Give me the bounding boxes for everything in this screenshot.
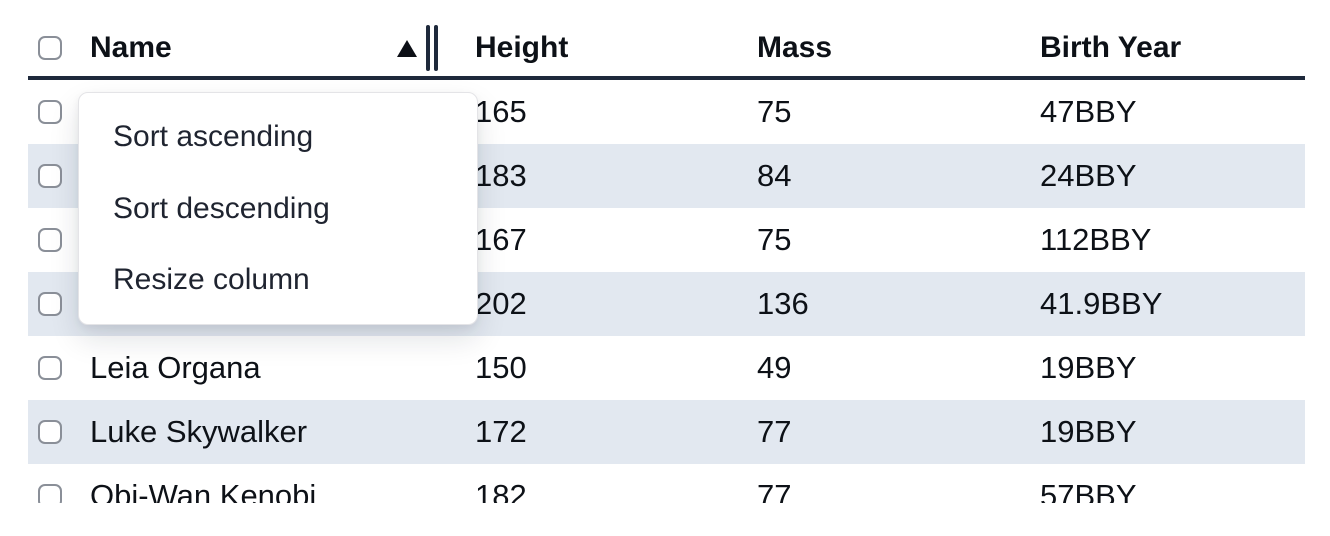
cell-height: 202 bbox=[475, 286, 527, 321]
row-select-cell bbox=[28, 356, 78, 380]
select-all-checkbox[interactable] bbox=[38, 36, 62, 60]
cell-mass: 84 bbox=[757, 158, 792, 193]
cell-birth-year: 112BBY bbox=[1040, 222, 1152, 257]
cell-height: 182 bbox=[475, 478, 527, 503]
row-select-cell bbox=[28, 292, 78, 316]
table-row[interactable]: Luke Skywalker 172 77 19BBY bbox=[28, 400, 1305, 464]
row-checkbox[interactable] bbox=[38, 228, 62, 252]
cell-mass: 77 bbox=[757, 478, 792, 503]
cell-height: 172 bbox=[475, 414, 527, 449]
row-checkbox[interactable] bbox=[38, 292, 62, 316]
column-header-birth-year[interactable]: Birth Year bbox=[1040, 31, 1182, 64]
cell-name: Leia Organa bbox=[90, 350, 261, 385]
column-context-menu: Sort ascending Sort descending Resize co… bbox=[78, 92, 478, 325]
row-checkbox[interactable] bbox=[38, 484, 62, 503]
cell-birth-year: 24BBY bbox=[1040, 158, 1137, 193]
cell-name: Obi-Wan Kenobi bbox=[90, 478, 317, 503]
row-select-cell bbox=[28, 164, 78, 188]
column-header-name[interactable]: Name bbox=[78, 25, 475, 71]
table-row[interactable]: 165 75 47BBY bbox=[28, 80, 1305, 144]
table-viewport: Name Height Mass Birth Year 165 75 47BBY… bbox=[28, 0, 1305, 503]
cell-birth-year: 19BBY bbox=[1040, 350, 1137, 385]
cell-mass: 136 bbox=[757, 286, 809, 321]
table-row[interactable]: 167 75 112BBY bbox=[28, 208, 1305, 272]
cell-birth-year: 41.9BBY bbox=[1040, 286, 1163, 321]
context-menu-item[interactable]: Resize column bbox=[113, 263, 310, 297]
table-row[interactable]: Leia Organa 150 49 19BBY bbox=[28, 336, 1305, 400]
cell-height: 165 bbox=[475, 94, 527, 129]
cell-birth-year: 57BBY bbox=[1040, 478, 1137, 503]
cell-mass: 75 bbox=[757, 94, 792, 129]
cell-height: 150 bbox=[475, 350, 527, 385]
header-select-cell bbox=[28, 36, 78, 60]
row-select-cell bbox=[28, 420, 78, 444]
cell-name: Luke Skywalker bbox=[90, 414, 308, 449]
column-header-mass[interactable]: Mass bbox=[757, 31, 833, 64]
row-checkbox[interactable] bbox=[38, 164, 62, 188]
context-menu-item[interactable]: Sort ascending bbox=[113, 119, 314, 153]
row-checkbox[interactable] bbox=[38, 356, 62, 380]
column-header-name-label: Name bbox=[90, 31, 172, 64]
row-select-cell bbox=[28, 484, 78, 503]
cell-mass: 75 bbox=[757, 222, 792, 257]
table-header-row: Name Height Mass Birth Year bbox=[28, 20, 1305, 80]
table-row[interactable]: 202 136 41.9BBY bbox=[28, 272, 1305, 336]
cell-mass: 49 bbox=[757, 350, 792, 385]
column-resize-handle-icon[interactable] bbox=[426, 25, 438, 71]
cell-height: 167 bbox=[475, 222, 527, 257]
row-checkbox[interactable] bbox=[38, 420, 62, 444]
row-select-cell bbox=[28, 100, 78, 124]
context-menu-item[interactable]: Sort descending bbox=[113, 191, 330, 225]
row-checkbox[interactable] bbox=[38, 100, 62, 124]
cell-birth-year: 47BBY bbox=[1040, 94, 1137, 129]
table-row[interactable]: Obi-Wan Kenobi 182 77 57BBY bbox=[28, 464, 1305, 503]
column-header-height[interactable]: Height bbox=[475, 31, 569, 64]
table-body: 165 75 47BBY 183 84 24BBY 167 75 112BBY … bbox=[28, 80, 1305, 503]
cell-mass: 77 bbox=[757, 414, 792, 449]
cell-birth-year: 19BBY bbox=[1040, 414, 1137, 449]
cell-height: 183 bbox=[475, 158, 527, 193]
sort-ascending-icon bbox=[397, 39, 417, 57]
row-select-cell bbox=[28, 228, 78, 252]
